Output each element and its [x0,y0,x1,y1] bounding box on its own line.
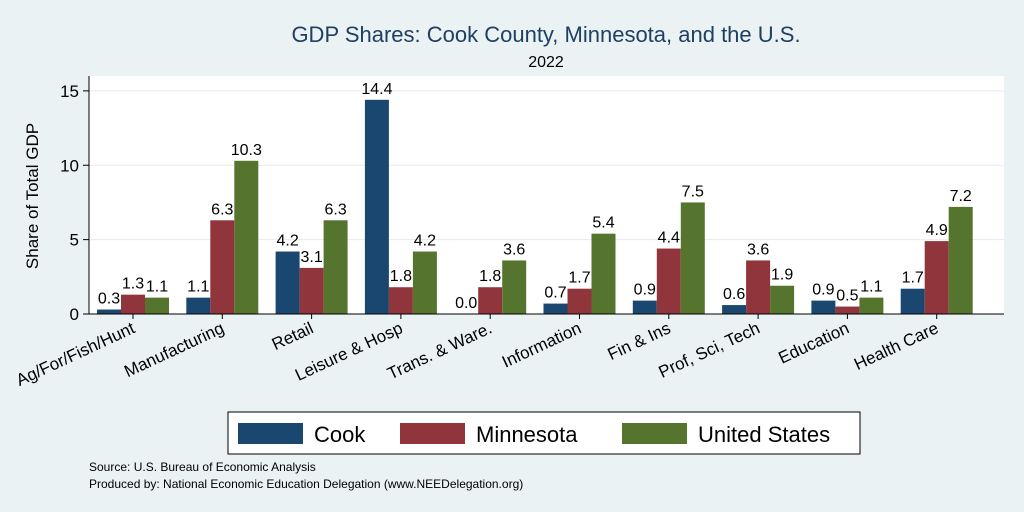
data-label: 4.2 [414,233,436,250]
bar [591,233,616,314]
data-label: 0.6 [723,286,745,303]
chart-title: GDP Shares: Cook County, Minnesota, and … [291,22,800,47]
legend: Cook Minnesota United States [227,411,861,455]
legend-swatch [400,423,465,444]
bar [924,241,949,314]
bar [543,303,568,314]
data-label: 1.9 [771,267,793,284]
bars-group [97,99,973,314]
data-label: 0.3 [98,291,120,308]
produced-by-note: Produced by: National Economic Education… [89,477,523,491]
y-tick-label: 15 [60,82,79,101]
legend-box [227,411,861,455]
data-label: 6.3 [211,201,233,218]
bar [811,300,836,314]
bar [388,287,413,314]
bar [364,99,389,314]
bar [632,300,657,314]
data-label: 1.1 [860,279,882,296]
data-label: 0.5 [836,288,858,305]
bar [567,288,592,314]
data-label: 4.9 [926,222,948,239]
data-label: 1.7 [902,270,924,287]
legend-label: United States [698,422,830,447]
bar [412,251,437,314]
data-label: 3.1 [300,249,322,266]
bar [502,260,527,314]
bar [210,220,235,314]
bar [770,285,795,314]
bar [97,309,121,314]
data-label: 7.2 [950,188,972,205]
data-label: 5.4 [592,215,614,232]
legend-swatch [238,423,303,444]
legend-label: Minnesota [476,422,578,447]
data-label: 1.3 [122,276,144,293]
data-label: 3.6 [503,241,525,258]
bar [478,287,503,314]
legend-label: Cook [314,422,366,447]
legend-swatch [622,423,687,444]
data-label: 1.8 [390,268,412,285]
data-label: 1.1 [187,279,209,296]
bar [121,294,145,314]
y-tick-label: 10 [60,156,79,175]
bar [186,297,211,314]
data-label: 1.1 [146,279,168,296]
data-label: 6.3 [324,201,346,218]
y-tick-label: 0 [70,305,79,324]
y-axis-label: Share of Total GDP [23,123,42,269]
data-label: 0.0 [455,295,477,312]
data-label: 10.3 [231,142,262,159]
data-label: 0.9 [812,282,834,299]
bar [323,220,348,314]
y-tick-label: 5 [70,231,79,250]
bar [656,248,681,314]
bar [680,202,705,314]
bar [948,206,973,314]
bar [859,297,884,314]
bar [722,305,747,314]
bar [835,306,860,314]
data-label: 0.9 [634,282,656,299]
data-label: 4.2 [276,233,298,250]
data-label: 4.4 [658,230,680,247]
data-label: 1.7 [568,270,590,287]
data-label: 7.5 [682,183,704,200]
data-label: 14.4 [361,81,392,98]
source-note: Source: U.S. Bureau of Economic Analysis [89,460,316,474]
bar [900,288,925,314]
chart-subtitle: 2022 [528,54,564,71]
data-label: 1.8 [479,268,501,285]
data-label: 0.7 [544,285,566,302]
bar [145,297,169,314]
data-label: 3.6 [747,241,769,258]
bar [746,260,771,314]
bar [275,251,300,314]
bar [234,160,259,314]
data-labels-group: 0.31.3 1.1 1.16.310.34.23.16.314.41.84.20.… [98,81,972,312]
bar [299,267,324,314]
